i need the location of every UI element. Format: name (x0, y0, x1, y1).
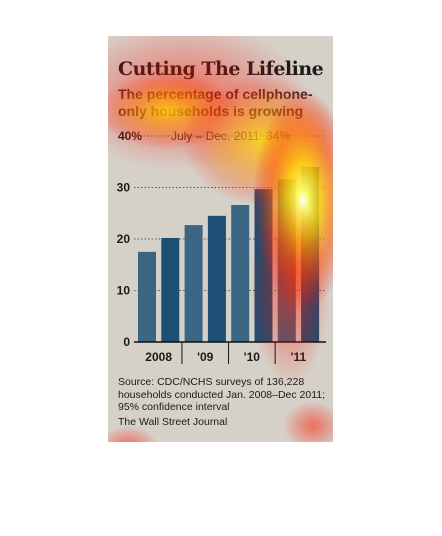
y-tick-label: 0 (123, 335, 130, 349)
x-tick-label: '10 (244, 350, 261, 364)
source-note: Source: CDC/NCHS surveys of 136,228 hous… (118, 376, 326, 413)
bar (184, 225, 203, 342)
bar (138, 251, 156, 342)
x-tick-label: '11 (291, 350, 307, 364)
bar (254, 189, 273, 342)
bar (277, 179, 296, 342)
bar (161, 237, 180, 342)
publisher-credit: The Wall Street Journal (118, 416, 228, 428)
x-tick-label: '09 (197, 350, 214, 364)
chart-card: Cutting The Lifeline The percentage of c… (108, 36, 333, 442)
bar (301, 166, 320, 342)
y-tick-label: 30 (117, 181, 131, 195)
bar (231, 205, 250, 342)
y-tick-label: 10 (117, 284, 131, 298)
bar-chart: 40% July – Dec. 2011: 34% 0 10 20 30 2008 '09 '1… (117, 129, 326, 364)
annotation-label: July – Dec. 2011: 34% (171, 129, 291, 143)
y-tick-label: 20 (117, 232, 131, 246)
y-top-label: 40% (118, 129, 142, 143)
bar (207, 215, 226, 342)
x-tick-label: 2008 (145, 350, 172, 364)
